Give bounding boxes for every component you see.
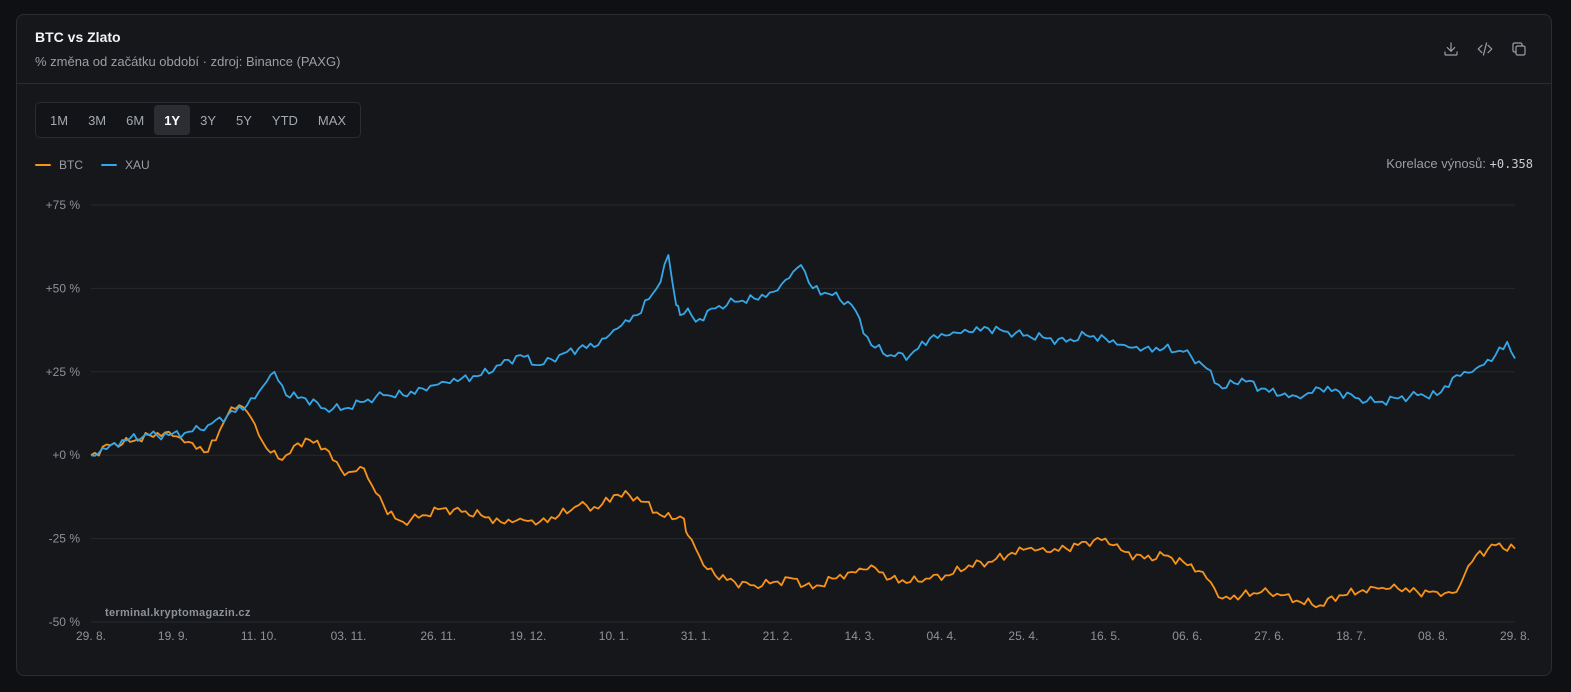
download-icon: [1444, 42, 1458, 56]
copy-icon: [1512, 42, 1526, 56]
legend-item-xau[interactable]: XAU: [101, 158, 150, 172]
x-tick-label: 14. 3.: [845, 629, 875, 643]
range-button-3m[interactable]: 3M: [88, 112, 107, 128]
y-tick-label: +0 %: [52, 448, 80, 462]
x-tick-label: 08. 8.: [1418, 629, 1448, 643]
series-line-xau: [90, 254, 1516, 457]
range-button-1m[interactable]: 1M: [50, 112, 69, 128]
download-button[interactable]: [1441, 39, 1461, 59]
x-tick-label: 29. 8.: [1500, 629, 1530, 643]
correlation-readout: Korelace výnosů: +0.358: [1386, 156, 1533, 171]
range-button-3y[interactable]: 3Y: [200, 112, 216, 128]
x-tick-label: 16. 5.: [1090, 629, 1120, 643]
x-tick-label: 21. 2.: [763, 629, 793, 643]
y-tick-label: +75 %: [46, 198, 81, 212]
card-header: BTC vs Zlato % změna od začátku období ·…: [17, 15, 1551, 84]
x-tick-label: 29. 8.: [76, 629, 106, 643]
chart-card: BTC vs Zlato % změna od začátku období ·…: [16, 14, 1552, 676]
x-tick-label: 31. 1.: [681, 629, 711, 643]
y-tick-label: -50 %: [49, 615, 81, 629]
legend-label-xau: XAU: [125, 158, 150, 172]
x-tick-label: 06. 6.: [1172, 629, 1202, 643]
embed-code-button[interactable]: [1475, 39, 1495, 59]
x-tick-label: 19. 9.: [158, 629, 188, 643]
range-button-ytd[interactable]: YTD: [271, 112, 298, 128]
code-icon: [1477, 42, 1493, 56]
y-tick-label: -25 %: [49, 532, 81, 546]
legend-item-btc[interactable]: BTC: [35, 158, 83, 172]
series-line-btc: [90, 404, 1516, 609]
range-selector: 1M 3M 6M 1Y 3Y 5Y YTD MAX: [35, 102, 362, 138]
range-button-6m[interactable]: 6M: [126, 112, 145, 128]
x-tick-label: 10. 1.: [599, 629, 629, 643]
chart-title: BTC vs Zlato: [35, 29, 121, 45]
range-button-max[interactable]: MAX: [317, 112, 347, 128]
range-button-5y[interactable]: 5Y: [236, 112, 252, 128]
x-tick-label: 25. 4.: [1008, 629, 1038, 643]
chart-subtitle: % změna od začátku období · zdroj: Binan…: [35, 54, 341, 69]
correlation-label: Korelace výnosů:: [1386, 156, 1487, 171]
x-tick-label: 04. 4.: [926, 629, 956, 643]
watermark-text: terminal.kryptomagazin.cz: [105, 607, 251, 619]
line-chart[interactable]: +75 %+50 %+25 %+0 %-25 %-50 %29. 8. 19. 9…: [17, 15, 1552, 676]
legend-swatch-xau: [101, 164, 117, 166]
correlation-value: +0.358: [1489, 157, 1533, 171]
legend-label-btc: BTC: [59, 158, 83, 172]
x-tick-label: 18. 7.: [1336, 629, 1366, 643]
x-tick-label: 03. 11.: [331, 629, 367, 643]
y-tick-label: +25 %: [46, 365, 81, 379]
header-actions: [1441, 39, 1529, 59]
legend-swatch-btc: [35, 164, 51, 166]
x-tick-label: 19. 12.: [510, 629, 547, 643]
range-button-1y[interactable]: 1Y: [154, 105, 191, 135]
copy-button[interactable]: [1509, 39, 1529, 59]
y-tick-label: +50 %: [46, 281, 81, 295]
x-tick-label: 11. 10.: [241, 629, 277, 643]
chart-legend: BTC XAU: [35, 158, 150, 172]
x-tick-label: 27. 6.: [1254, 629, 1284, 643]
x-tick-label: 26. 11.: [420, 629, 456, 643]
